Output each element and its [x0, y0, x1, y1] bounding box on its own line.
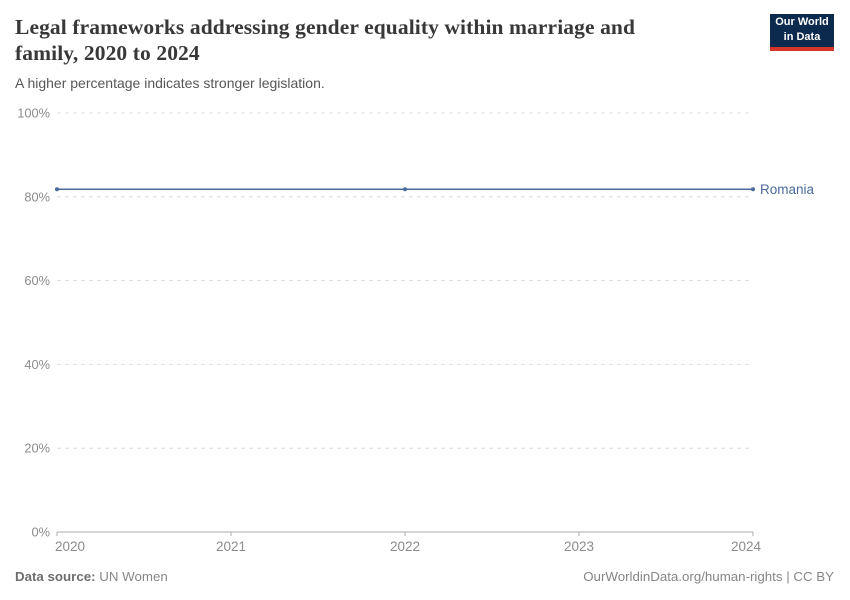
- data-point[interactable]: [55, 187, 59, 192]
- credit-link[interactable]: OurWorldinData.org/human-rights | CC BY: [583, 569, 834, 584]
- data-source: Data source: UN Women: [15, 569, 168, 584]
- chart-title-line2: family, 2020 to 2024: [15, 41, 200, 65]
- data-point[interactable]: [751, 187, 755, 192]
- x-tick-label: 2021: [216, 539, 246, 554]
- x-tick-label: 2023: [564, 539, 594, 554]
- y-tick-label: 100%: [17, 106, 50, 121]
- data-source-value: UN Women: [95, 569, 168, 584]
- x-tick-label: 2022: [390, 539, 420, 554]
- owid-logo-line1: Our World: [775, 16, 829, 28]
- y-tick-label: 40%: [24, 357, 50, 372]
- owid-logo-line2: in Data: [783, 31, 821, 43]
- owid-logo[interactable]: Our World in Data: [770, 14, 834, 51]
- data-source-label: Data source:: [15, 569, 96, 584]
- x-tick-label: 2024: [731, 539, 762, 554]
- y-tick-label: 0%: [32, 525, 51, 540]
- x-tick-label: 2020: [55, 539, 85, 554]
- series-label[interactable]: Romania: [760, 182, 815, 197]
- y-tick-label: 60%: [24, 273, 50, 288]
- y-tick-label: 80%: [24, 189, 50, 204]
- data-point[interactable]: [403, 187, 407, 192]
- chart-footer: Data source: UN Women OurWorldinData.org…: [15, 569, 834, 584]
- y-tick-label: 20%: [24, 441, 50, 456]
- chart-title-line1: Legal frameworks addressing gender equal…: [15, 15, 636, 39]
- chart-subtitle: A higher percentage indicates stronger l…: [15, 75, 325, 91]
- chart-title: Legal frameworks addressing gender equal…: [15, 14, 735, 66]
